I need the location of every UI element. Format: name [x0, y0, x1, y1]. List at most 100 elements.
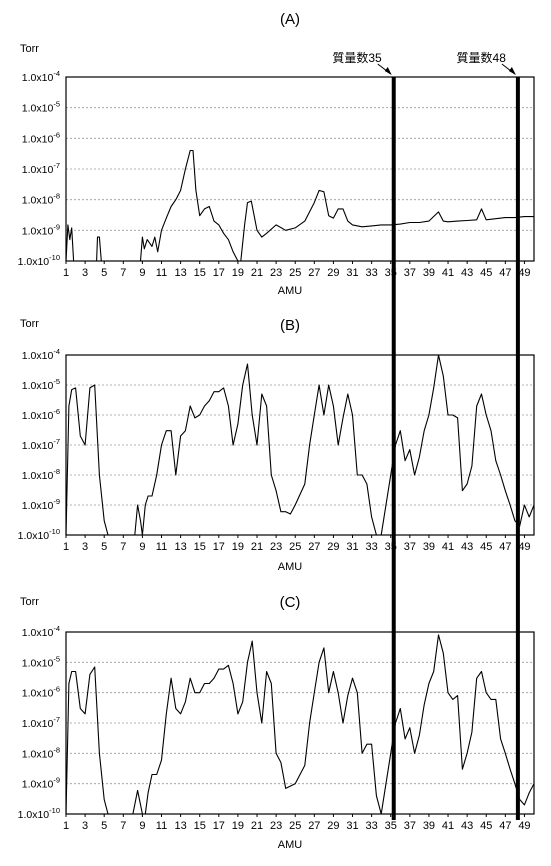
x-tick-label: 37	[404, 541, 416, 553]
x-tick-label: 1	[63, 541, 69, 553]
x-tick-label: 39	[423, 820, 435, 832]
x-tick-label: 21	[251, 541, 263, 553]
x-tick-label: 33	[366, 541, 378, 553]
x-tick-label: 19	[232, 820, 244, 832]
y-unit-label: Torr	[20, 43, 39, 55]
y-unit-label: Torr	[20, 596, 39, 608]
x-tick-label: 15	[194, 820, 206, 832]
x-tick-label: 49	[518, 820, 530, 832]
x-tick-label: 1	[63, 820, 69, 832]
x-tick-label: 13	[174, 820, 186, 832]
panel-title: (A)	[280, 11, 300, 28]
x-tick-label: 25	[289, 267, 301, 279]
x-tick-label: 7	[120, 267, 126, 279]
x-tick-label: 5	[101, 267, 107, 279]
y-tick-label: 1.0x10-8	[22, 745, 60, 760]
x-tick-label: 25	[289, 820, 301, 832]
y-tick-label: 1.0x10-10	[18, 806, 60, 821]
x-tick-label: 17	[213, 820, 225, 832]
x-axis-title: AMU	[278, 285, 303, 297]
x-tick-label: 29	[327, 541, 339, 553]
x-tick-label: 49	[518, 541, 530, 553]
x-axis-title: AMU	[278, 839, 303, 851]
x-tick-label: 5	[101, 541, 107, 553]
x-tick-label: 7	[120, 541, 126, 553]
x-tick-label: 3	[82, 541, 88, 553]
x-tick-label: 3	[82, 267, 88, 279]
x-tick-label: 13	[174, 267, 186, 279]
x-tick-label: 11	[156, 267, 167, 279]
x-tick-label: 35	[385, 820, 397, 832]
y-tick-label: 1.0x10-6	[22, 685, 60, 700]
x-tick-label: 45	[480, 541, 492, 553]
x-tick-label: 45	[480, 267, 492, 279]
x-tick-label: 49	[518, 267, 530, 279]
x-tick-label: 37	[404, 267, 416, 279]
x-tick-label: 25	[289, 541, 301, 553]
panel-title: (B)	[280, 317, 300, 334]
x-tick-label: 27	[308, 267, 320, 279]
x-tick-label: 9	[139, 267, 145, 279]
mass-marker-label: 質量数35	[332, 50, 382, 65]
y-tick-label: 1.0x10-4	[22, 69, 60, 84]
x-tick-label: 17	[213, 541, 225, 553]
x-tick-label: 13	[174, 541, 186, 553]
x-tick-label: 39	[423, 267, 435, 279]
x-tick-label: 23	[270, 820, 282, 832]
x-tick-label: 31	[346, 541, 358, 553]
x-tick-label: 31	[346, 820, 358, 832]
x-tick-label: 47	[499, 541, 511, 553]
y-tick-label: 1.0x10-10	[18, 527, 60, 542]
x-tick-label: 11	[156, 541, 167, 553]
mass-marker-arrowhead	[385, 67, 392, 75]
y-tick-label: 1.0x10-7	[22, 161, 60, 176]
x-tick-label: 11	[156, 820, 167, 832]
y-tick-label: 1.0x10-5	[22, 654, 60, 669]
x-tick-label: 27	[308, 820, 320, 832]
y-tick-label: 1.0x10-8	[22, 467, 60, 482]
x-tick-label: 21	[251, 267, 263, 279]
x-tick-label: 21	[251, 820, 263, 832]
chart-panel-1: (B)Torr1.0x10-41.0x10-51.0x10-61.0x10-71…	[18, 317, 534, 573]
y-tick-label: 1.0x10-9	[22, 222, 60, 237]
x-tick-label: 15	[194, 267, 206, 279]
mass-marker-label: 質量数48	[457, 50, 507, 65]
x-tick-label: 43	[461, 541, 473, 553]
x-axis-title: AMU	[278, 561, 303, 573]
series-line	[66, 151, 534, 262]
x-tick-label: 27	[308, 541, 320, 553]
x-tick-label: 23	[270, 541, 282, 553]
x-tick-label: 17	[213, 267, 225, 279]
x-tick-label: 37	[404, 820, 416, 832]
x-tick-label: 41	[442, 267, 454, 279]
y-tick-label: 1.0x10-9	[22, 776, 60, 791]
y-tick-label: 1.0x10-4	[22, 347, 60, 362]
x-tick-label: 9	[139, 820, 145, 832]
x-tick-label: 19	[232, 267, 244, 279]
y-tick-label: 1.0x10-6	[22, 130, 60, 145]
y-unit-label: Torr	[20, 318, 39, 330]
mass-marker-arrowhead	[509, 67, 516, 75]
x-tick-label: 7	[120, 820, 126, 832]
y-tick-label: 1.0x10-9	[22, 497, 60, 512]
x-tick-label: 45	[480, 820, 492, 832]
x-tick-label: 5	[101, 820, 107, 832]
y-tick-label: 1.0x10-4	[22, 624, 60, 639]
x-tick-label: 29	[327, 820, 339, 832]
y-tick-label: 1.0x10-6	[22, 407, 60, 422]
x-tick-label: 41	[442, 820, 454, 832]
y-tick-label: 1.0x10-7	[22, 715, 60, 730]
x-tick-label: 39	[423, 541, 435, 553]
x-tick-label: 47	[499, 820, 511, 832]
x-tick-label: 3	[82, 820, 88, 832]
x-tick-label: 43	[461, 267, 473, 279]
x-tick-label: 23	[270, 267, 282, 279]
x-tick-label: 33	[366, 267, 378, 279]
x-tick-label: 41	[442, 541, 454, 553]
y-tick-label: 1.0x10-5	[22, 100, 60, 115]
series-line	[66, 635, 534, 814]
x-tick-label: 1	[63, 267, 69, 279]
y-tick-label: 1.0x10-8	[22, 192, 60, 207]
x-tick-label: 15	[194, 541, 206, 553]
